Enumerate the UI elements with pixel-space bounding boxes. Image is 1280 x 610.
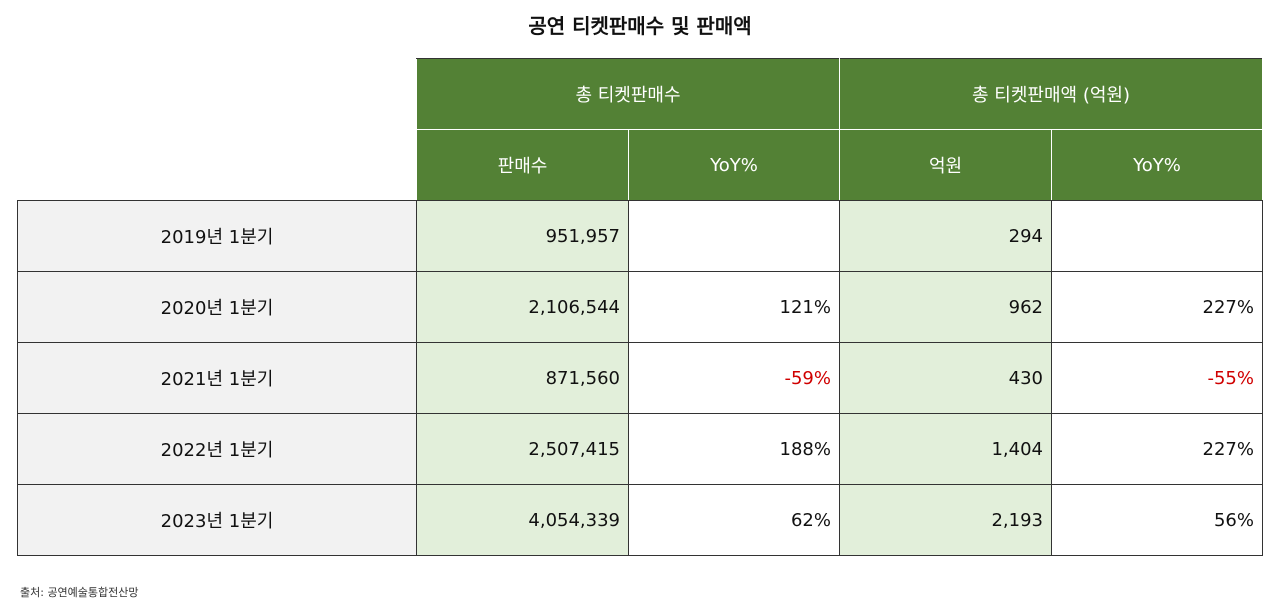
amount-yoy-cell [1051,200,1263,272]
count-yoy-cell: 188% [628,413,840,485]
amount-cell: 1,404 [839,413,1052,485]
amount-cell: 2,193 [839,484,1052,556]
header-total-ticket-count: 총 티켓판매수 [416,58,840,130]
count-yoy-cell: 121% [628,271,840,343]
amount-yoy-cell: -55% [1051,342,1263,414]
source-note: 출처: 공연예술통합전산망 [20,586,139,599]
amount-yoy-cell: 227% [1051,271,1263,343]
period-cell: 2019년 1분기 [17,200,417,272]
header-amount-yoy: YoY% [1051,129,1263,201]
header-total-ticket-amount: 총 티켓판매액 (억원) [839,58,1263,130]
period-cell: 2022년 1분기 [17,413,417,485]
table-row: 2019년 1분기 951,957 294 [17,200,1263,272]
amount-yoy-cell: 56% [1051,484,1263,556]
count-cell: 4,054,339 [416,484,629,556]
amount-cell: 294 [839,200,1052,272]
count-cell: 2,507,415 [416,413,629,485]
header-row-groups: 총 티켓판매수 총 티켓판매액 (억원) [17,58,1263,201]
header-count: 판매수 [416,129,629,201]
count-cell: 951,957 [416,200,629,272]
blank-corner [17,58,417,201]
ticket-sales-table: 총 티켓판매수 총 티켓판매액 (억원) 판매수 YoY% 억원 YoY% 20… [17,58,1263,556]
table-row: 2023년 1분기 4,054,339 62% 2,193 56% [17,484,1263,556]
count-yoy-cell: -59% [628,342,840,414]
amount-cell: 430 [839,342,1052,414]
period-cell: 2023년 1분기 [17,484,417,556]
count-yoy-cell [628,200,840,272]
count-yoy-cell: 62% [628,484,840,556]
header-count-yoy: YoY% [628,129,840,201]
period-cell: 2021년 1분기 [17,342,417,414]
period-cell: 2020년 1분기 [17,271,417,343]
amount-cell: 962 [839,271,1052,343]
header-row-columns: 판매수 YoY% 억원 YoY% [18,129,1263,201]
table-title: 공연 티켓판매수 및 판매액 [528,14,752,38]
count-cell: 871,560 [416,342,629,414]
table-row: 2020년 1분기 2,106,544 121% 962 227% [17,271,1263,343]
table-row: 2022년 1분기 2,507,415 188% 1,404 227% [17,413,1263,485]
header-amount: 억원 [839,129,1052,201]
table-row: 2021년 1분기 871,560 -59% 430 -55% [17,342,1263,414]
amount-yoy-cell: 227% [1051,413,1263,485]
count-cell: 2,106,544 [416,271,629,343]
